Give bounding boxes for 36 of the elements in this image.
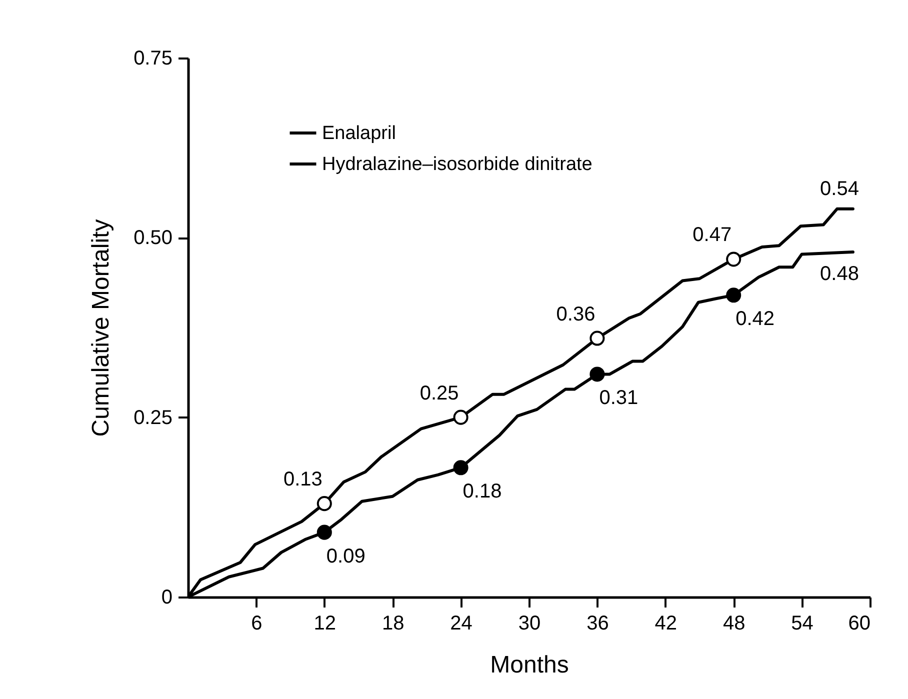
- point: [453, 460, 468, 476]
- point: [453, 410, 468, 425]
- data-label: 0.31: [599, 387, 638, 410]
- y-tick-label: 0.25: [134, 406, 172, 429]
- point: [726, 288, 742, 303]
- x-tick-label: 6: [251, 612, 262, 634]
- legend-label: Hydralazine–isosorbide dinitrate: [322, 154, 592, 175]
- x-tick-label: 24: [450, 612, 472, 634]
- x-tick-label: 12: [314, 612, 336, 634]
- x-tick-label: 48: [722, 612, 746, 634]
- data-label: 0.47: [692, 224, 732, 246]
- x-tick-label: 36: [586, 612, 609, 634]
- x-tick-label: 60: [848, 612, 870, 634]
- data-label: 0.25: [420, 382, 459, 404]
- data-label: 0.36: [556, 303, 596, 326]
- legend-label: Enalapril: [322, 123, 396, 144]
- data-label: 0.13: [283, 468, 322, 491]
- point: [726, 252, 742, 267]
- x-tick-label: 18: [382, 612, 404, 634]
- data-label: 0.09: [326, 545, 366, 568]
- point: [316, 524, 332, 540]
- x-axis-title: Months: [490, 652, 569, 678]
- data-label: 0.42: [736, 308, 775, 330]
- point: [590, 330, 605, 346]
- point: [590, 366, 605, 382]
- x-tick-label: 30: [518, 612, 541, 634]
- point: [316, 496, 332, 512]
- annotation: 0.48: [820, 263, 859, 286]
- y-tick-label: 0.50: [134, 227, 172, 250]
- y-axis-title: Cumulative Mortality: [88, 219, 115, 437]
- x-tick-label: 54: [791, 612, 814, 634]
- data-label: 0.18: [462, 480, 502, 503]
- x-tick-label: 42: [654, 612, 678, 634]
- y-tick-label: 0.75: [134, 48, 172, 70]
- y-tick-label: 0: [161, 586, 172, 608]
- annotation: 0.54: [820, 178, 859, 200]
